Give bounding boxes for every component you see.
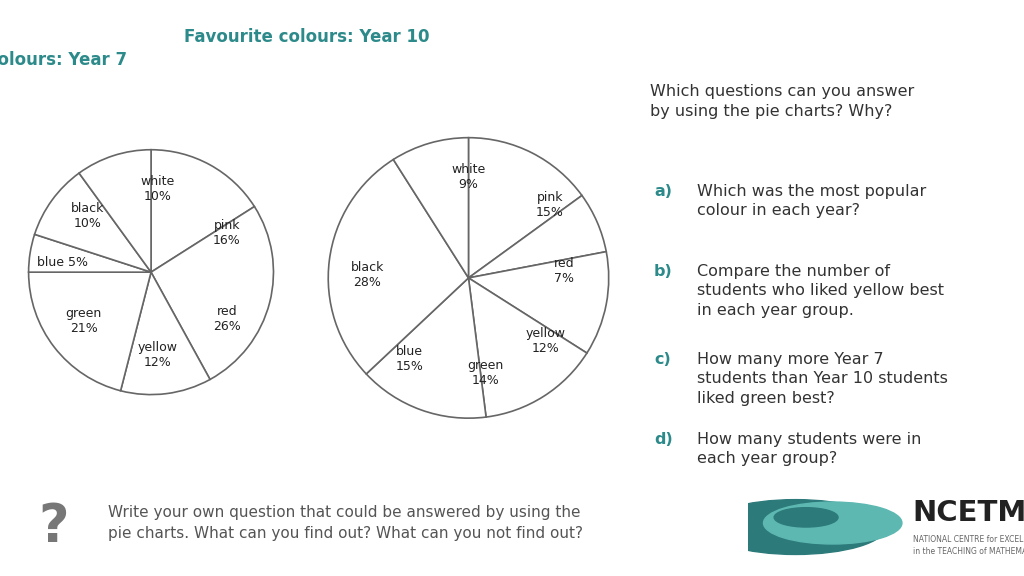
Wedge shape <box>29 272 152 391</box>
Text: How many students were in
each year group?: How many students were in each year grou… <box>697 432 922 467</box>
Wedge shape <box>35 173 152 272</box>
Text: yellow
12%: yellow 12% <box>137 342 177 369</box>
Text: white
9%: white 9% <box>452 163 485 191</box>
Text: Which was the most popular
colour in each year?: Which was the most popular colour in eac… <box>697 184 927 218</box>
Circle shape <box>705 499 886 555</box>
Text: How many more Year 7
students than Year 10 students
liked green best?: How many more Year 7 students than Year … <box>697 352 948 406</box>
Wedge shape <box>468 138 582 278</box>
Text: c): c) <box>654 352 671 367</box>
Text: black
28%: black 28% <box>351 261 384 289</box>
Text: NATIONAL CENTRE for EXCELLENCE: NATIONAL CENTRE for EXCELLENCE <box>912 535 1024 544</box>
Wedge shape <box>29 234 152 272</box>
Text: blue
15%: blue 15% <box>395 345 424 373</box>
Text: red
7%: red 7% <box>554 257 574 285</box>
Text: d): d) <box>654 432 673 448</box>
Text: ?: ? <box>39 501 69 553</box>
Text: yellow
12%: yellow 12% <box>525 327 565 355</box>
Text: in the TEACHING of MATHEMATICS: in the TEACHING of MATHEMATICS <box>912 547 1024 556</box>
Text: Favourite colours: Year 7: Favourite colours: Year 7 <box>0 51 127 69</box>
Text: Checkpoint 2a: Comparing charts part 1: Checkpoint 2a: Comparing charts part 1 <box>18 21 584 45</box>
Text: a): a) <box>654 184 672 199</box>
Wedge shape <box>79 150 152 272</box>
Circle shape <box>774 507 838 527</box>
Text: blue 5%: blue 5% <box>38 256 88 269</box>
Text: white
10%: white 10% <box>140 175 174 203</box>
Text: Write your own question that could be answered by using the
pie charts. What can: Write your own question that could be an… <box>108 505 583 541</box>
Circle shape <box>764 502 902 544</box>
Text: red
26%: red 26% <box>213 305 241 333</box>
Text: pink
15%: pink 15% <box>536 191 564 219</box>
Wedge shape <box>393 138 469 278</box>
Wedge shape <box>329 160 469 374</box>
Text: green
14%: green 14% <box>467 359 504 387</box>
Text: b): b) <box>654 264 673 279</box>
Wedge shape <box>151 150 254 272</box>
Text: NCETM: NCETM <box>912 498 1024 526</box>
Wedge shape <box>469 252 608 353</box>
Text: black
10%: black 10% <box>71 202 104 230</box>
Text: Which questions can you answer
by using the pie charts? Why?: Which questions can you answer by using … <box>650 84 914 119</box>
Wedge shape <box>152 207 273 380</box>
Text: Compare the number of
students who liked yellow best
in each year group.: Compare the number of students who liked… <box>697 264 944 317</box>
Wedge shape <box>469 195 606 278</box>
Text: green
21%: green 21% <box>66 307 101 335</box>
Wedge shape <box>121 272 210 395</box>
Wedge shape <box>367 278 486 418</box>
Text: Favourite colours: Year 10: Favourite colours: Year 10 <box>184 28 430 46</box>
Text: pink
16%: pink 16% <box>213 219 241 247</box>
Wedge shape <box>469 278 587 417</box>
